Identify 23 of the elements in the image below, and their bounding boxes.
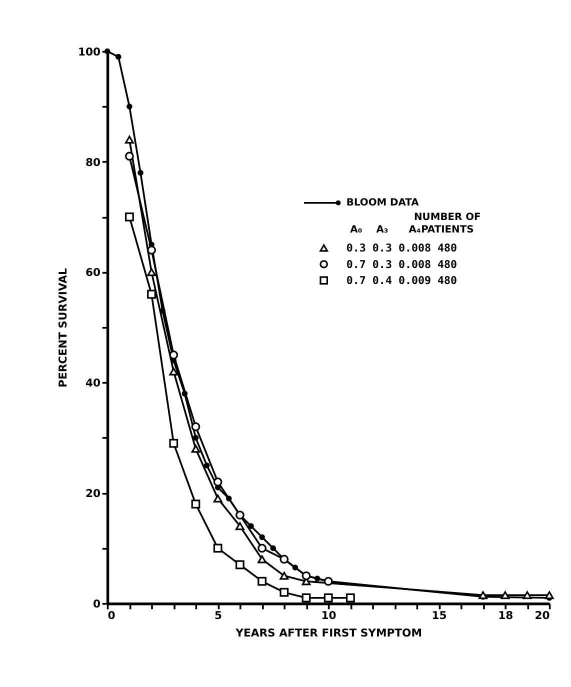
annotation: A₃ <box>376 224 388 236</box>
x-tick-label: 0 <box>108 609 116 622</box>
annotation: A₀ <box>350 224 362 236</box>
legend-label: 0.7 0.4 0.009 480 <box>346 274 458 288</box>
annotation: NUMBER OF <box>414 212 481 224</box>
x-axis-title: YEARS AFTER FIRST SYMPTOM <box>234 626 422 640</box>
x-tick-label: 20 <box>534 609 550 622</box>
annotation: A₄ <box>408 224 421 236</box>
y-tick-label: 60 <box>86 266 101 280</box>
annotation: PATIENTS <box>421 224 474 236</box>
x-tick-label: 10 <box>321 609 336 622</box>
y-tick-label: 100 <box>78 45 101 58</box>
y-axis-title: PERCENT SURVIVAL <box>56 268 70 388</box>
y-tick-label: 80 <box>86 156 101 169</box>
x-tick-label: 15 <box>432 609 447 622</box>
x-tick-label: 5 <box>214 609 222 622</box>
legend-label: 0.7 0.3 0.008 480 <box>346 258 458 271</box>
legend-label: BLOOM DATA <box>346 198 420 209</box>
legend-label: 0.3 0.3 0.008 480 <box>346 242 458 255</box>
x-tick-label: 18 <box>498 609 514 622</box>
y-tick-label: 0 <box>93 597 101 610</box>
y-tick-label: 20 <box>86 487 101 500</box>
y-tick-label: 40 <box>86 376 101 390</box>
